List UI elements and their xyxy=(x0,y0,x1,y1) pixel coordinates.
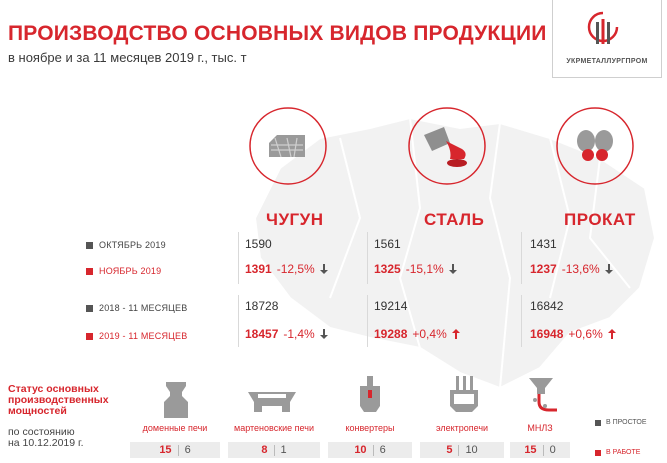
capacity-idle-count: 10 xyxy=(465,444,478,456)
steel-2019-change: +0,4% xyxy=(412,327,447,341)
separator xyxy=(458,444,460,456)
status-date-line2: на 10.12.2019 г. xyxy=(8,437,84,449)
rolled-2019-value: 16948 +0,6% xyxy=(530,327,616,341)
pig-iron-november-number: 1391 xyxy=(245,262,272,276)
capacity-count-blast-furnace: 15 6 xyxy=(130,442,220,458)
pig-iron-2019-number: 18457 xyxy=(245,327,279,341)
capacity-working-count: 15 xyxy=(524,444,537,456)
gray-square-icon xyxy=(86,241,93,249)
capacity-count-electric-furnace: 5 10 xyxy=(420,442,504,458)
status-date-line1: по состоянию xyxy=(8,426,75,438)
capacity-working-count: 5 xyxy=(446,444,453,456)
status-title: Статус основных производственных мощност… xyxy=(8,383,109,417)
blast-furnace-icon xyxy=(164,382,188,418)
rolled-2018-value: 16842 xyxy=(530,299,564,313)
capacity-label-converter: конвертеры xyxy=(345,423,395,433)
separator xyxy=(273,444,275,456)
gray-square-icon xyxy=(86,304,93,312)
divider xyxy=(367,232,368,284)
product-title-rolled: ПРОКАТ xyxy=(564,210,636,229)
capacity-idle-count: 0 xyxy=(549,444,556,456)
rolled-coil-icon xyxy=(556,107,634,185)
pig-iron-october-value: 1590 xyxy=(245,237,272,251)
arrow-up-icon xyxy=(451,329,460,339)
pig-iron-2019-change: -1,4% xyxy=(283,327,315,341)
capacity-label-caster: МНЛЗ xyxy=(527,423,553,433)
capacity-working-count: 8 xyxy=(261,444,268,456)
divider xyxy=(238,295,239,347)
divider xyxy=(238,232,239,284)
steel-2019-value: 19288 +0,4% xyxy=(374,327,460,341)
page-subtitle: в ноябре и за 11 месяцев 2019 г., тыс. т xyxy=(8,50,247,65)
divider xyxy=(521,295,522,347)
row-label-2019-text: 2019 - 11 МЕСЯЦЕВ xyxy=(99,331,188,341)
logo-icon xyxy=(587,11,619,44)
pig-iron-2019-value: 18457 -1,4% xyxy=(245,327,328,341)
capacity-count-caster: 15 0 xyxy=(510,442,570,458)
steel-november-change: -15,1% xyxy=(405,262,444,276)
page-title: ПРОИЗВОДСТВО ОСНОВНЫХ ВИДОВ ПРОДУКЦИИ xyxy=(8,22,547,45)
rolled-november-change: -13,6% xyxy=(561,262,600,276)
divider xyxy=(521,232,522,284)
product-title-pig-iron: ЧУГУН xyxy=(266,210,324,229)
separator xyxy=(372,444,374,456)
legend-working-text: В РАБОТЕ xyxy=(606,449,641,456)
electric-furnace-icon xyxy=(450,376,478,412)
capacity-label-blast-furnace: доменные печи xyxy=(142,423,208,433)
legend-idle: В ПРОСТОЕ xyxy=(595,419,647,426)
capacity-working-count: 15 xyxy=(159,444,172,456)
rolled-2019-number: 16948 xyxy=(530,327,564,341)
row-label-november: НОЯБРЬ 2019 xyxy=(86,266,161,276)
red-square-icon xyxy=(595,449,601,456)
open-hearth-furnace-icon xyxy=(248,392,296,412)
red-square-icon xyxy=(86,332,93,340)
steel-november-value: 1325 -15,1% xyxy=(374,262,457,276)
row-label-november-text: НОЯБРЬ 2019 xyxy=(99,266,162,276)
arrow-down-icon xyxy=(319,329,328,339)
pig-iron-november-value: 1391 -12,5% xyxy=(245,262,328,276)
legend-working: В РАБОТЕ xyxy=(595,449,640,456)
steel-ladle-icon xyxy=(408,107,486,185)
pig-iron-november-change: -12,5% xyxy=(276,262,315,276)
capacity-working-count: 10 xyxy=(354,444,367,456)
legend-idle-text: В ПРОСТОЕ xyxy=(606,419,647,426)
arrow-down-icon xyxy=(604,264,613,274)
arrow-up-icon xyxy=(607,329,616,339)
pig-iron-2018-value: 18728 xyxy=(245,299,279,313)
capacity-count-converter: 10 6 xyxy=(328,442,412,458)
row-label-october-text: ОКТЯБРЬ 2019 xyxy=(99,240,166,250)
rolled-2019-change: +0,6% xyxy=(568,327,603,341)
steel-november-number: 1325 xyxy=(374,262,401,276)
rolled-november-number: 1237 xyxy=(530,262,557,276)
separator xyxy=(542,444,544,456)
continuous-caster-icon xyxy=(529,378,557,412)
capacity-idle-count: 6 xyxy=(379,444,386,456)
row-label-2018-text: 2018 - 11 МЕСЯЦЕВ xyxy=(99,303,188,313)
arrow-down-icon xyxy=(319,264,328,274)
converter-icon xyxy=(360,376,380,412)
steel-october-value: 1561 xyxy=(374,237,401,251)
ukraine-map-background xyxy=(253,116,657,390)
row-label-2018: 2018 - 11 МЕСЯЦЕВ xyxy=(86,303,187,313)
capacity-idle-count: 6 xyxy=(184,444,191,456)
capacity-label-open-hearth: мартеновские печи xyxy=(234,423,314,433)
divider xyxy=(367,295,368,347)
red-square-icon xyxy=(86,267,93,275)
gray-square-icon xyxy=(595,419,601,426)
arrow-down-icon xyxy=(448,264,457,274)
product-title-steel: СТАЛЬ xyxy=(424,210,485,229)
capacity-label-electric-furnace: электропечи xyxy=(435,423,489,433)
row-label-2019: 2019 - 11 МЕСЯЦЕВ xyxy=(86,331,187,341)
logo-frame xyxy=(552,0,662,78)
pig-iron-icon xyxy=(249,107,327,185)
separator xyxy=(177,444,179,456)
rolled-november-value: 1237 -13,6% xyxy=(530,262,613,276)
row-label-october: ОКТЯБРЬ 2019 xyxy=(86,240,166,250)
steel-2019-number: 19288 xyxy=(374,327,408,341)
rolled-october-value: 1431 xyxy=(530,237,557,251)
logo-text: УКРМЕТАЛЛУРГПРОМ xyxy=(566,58,648,65)
capacity-idle-count: 1 xyxy=(280,444,287,456)
steel-2018-value: 19214 xyxy=(374,299,408,313)
